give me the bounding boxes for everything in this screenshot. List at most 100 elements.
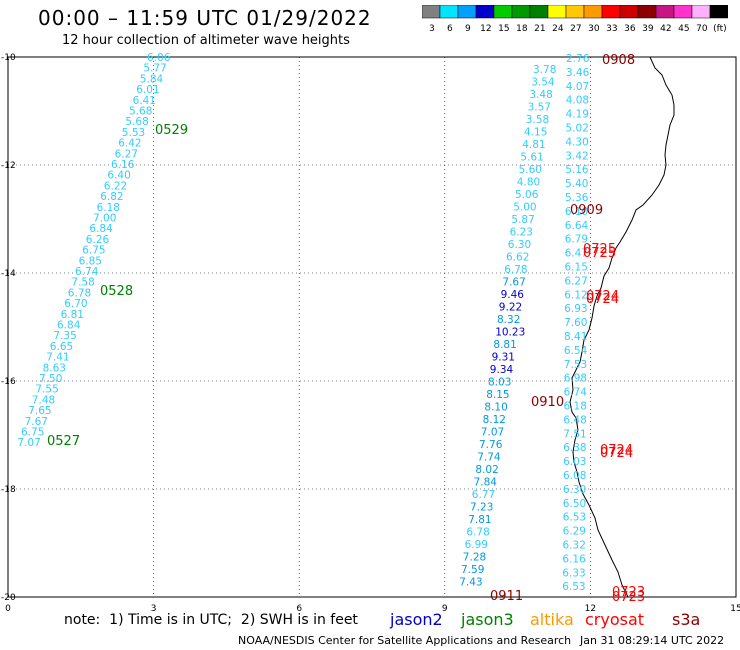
wave-height-value: 5.40 <box>565 178 588 190</box>
wave-height-value: 6.79 <box>565 234 588 246</box>
pass-time-label: 0723 <box>612 585 645 600</box>
pass-time-label: 0911 <box>490 589 523 604</box>
wave-height-value: 5.61 <box>520 152 543 164</box>
pass-time-label: 0723 <box>612 590 645 605</box>
colorbar-label: 6 <box>447 24 453 33</box>
wave-height-value: 3.58 <box>526 114 549 126</box>
wave-height-value: 5.60 <box>519 164 542 176</box>
wave-height-value: 7.67 <box>502 277 525 289</box>
wave-height-value: 8.10 <box>484 402 507 414</box>
wave-height-value: 6.75 <box>82 245 105 257</box>
colorbar-label: 9 <box>465 24 471 33</box>
pass-time-label: 0908 <box>602 53 635 68</box>
colorbar-label: 21 <box>534 24 545 33</box>
wave-height-value: 6.47 <box>565 248 588 260</box>
colorbar-label: 39 <box>642 24 654 33</box>
wave-height-value: 5.06 <box>515 189 539 201</box>
wave-height-value: 7.59 <box>461 564 484 576</box>
wave-height-value: 6.27 <box>115 148 138 160</box>
wave-height-value: 6.48 <box>563 414 586 426</box>
wave-height-value: 6.53 <box>562 581 585 593</box>
wave-height-value: 5.16 <box>565 164 589 176</box>
wave-height-value: 6.30 <box>563 484 586 496</box>
wave-height-value: 6.15 <box>565 262 588 274</box>
wave-height-value: 8.41 <box>564 331 587 343</box>
wave-height-value: 6.82 <box>100 191 123 203</box>
wave-height-value: 6.78 <box>466 527 489 539</box>
wave-height-value: 10.23 <box>495 327 525 339</box>
wave-height-value: 8.02 <box>475 464 498 476</box>
page-subtitle: 12 hour collection of altimeter wave hei… <box>62 33 350 48</box>
wave-height-value: 7.23 <box>470 502 493 514</box>
colorbar-label: 42 <box>660 24 671 33</box>
y-tick-label: -16 <box>1 377 16 387</box>
x-tick-label: 3 <box>151 604 157 614</box>
wave-height-value: 6.16 <box>562 553 586 565</box>
wave-height-value: 6.23 <box>510 227 533 239</box>
wave-height-value: 7.76 <box>479 439 503 451</box>
colorbar-label: 45 <box>678 24 689 33</box>
wave-height-value: 7.51 <box>563 428 586 440</box>
wave-height-value: 9.46 <box>501 289 525 301</box>
colorbar-label: 27 <box>570 24 581 33</box>
wave-height-value: 5.02 <box>566 123 589 135</box>
wave-height-value: 6.18 <box>97 202 120 214</box>
wave-height-value: 7.55 <box>35 384 58 396</box>
x-tick-label: 0 <box>5 604 11 614</box>
legend-cryosat: cryosat <box>585 610 645 629</box>
wave-height-value: 6.12 <box>564 289 587 301</box>
wave-height-value: 7.81 <box>468 514 491 526</box>
wave-height-value: 2.76 <box>566 53 590 65</box>
wave-height-value: 6.75 <box>21 427 44 439</box>
colorbar-label: 24 <box>552 24 564 33</box>
y-tick-label: -12 <box>1 161 16 171</box>
wave-height-value: 5.00 <box>513 202 536 214</box>
pass-time-label: 0527 <box>47 434 80 449</box>
wave-height-value: 5.68 <box>129 106 152 118</box>
x-tick-label: 15 <box>730 604 740 614</box>
wave-height-value: 6.32 <box>563 540 586 552</box>
colorbar-label: 3 <box>429 24 435 33</box>
wave-height-value: 6.06 <box>147 52 171 64</box>
wave-height-value: 7.41 <box>46 352 69 364</box>
wave-height-value: 3.57 <box>528 102 551 114</box>
wave-height-value: 6.16 <box>111 159 135 171</box>
wave-height-value: 6.70 <box>64 298 87 310</box>
wave-height-value: 6.78 <box>68 287 91 299</box>
colorbar-label: 18 <box>516 24 528 33</box>
wave-height-value: 7.43 <box>459 577 482 589</box>
wave-height-value: 5.68 <box>125 116 148 128</box>
wave-height-value: 7.60 <box>564 317 587 329</box>
wave-height-value: 9.22 <box>499 302 522 314</box>
wave-height-value: 8.03 <box>488 377 511 389</box>
wave-height-value: 6.77 <box>472 489 495 501</box>
wave-height-value: 7.74 <box>477 452 501 464</box>
wave-height-value: 6.64 <box>565 220 589 232</box>
pass-time-label: 0724 <box>586 289 619 304</box>
wave-height-value: 6.93 <box>564 303 587 315</box>
pass-time-label: 0910 <box>531 395 564 410</box>
legend-altika: altika <box>530 610 574 629</box>
wave-height-value: 4.07 <box>566 81 589 93</box>
wave-height-value: 6.54 <box>564 345 588 357</box>
wave-height-value: 6.03 <box>563 456 586 468</box>
y-tick-label: -10 <box>1 53 16 63</box>
wave-height-value: 3.78 <box>533 64 556 76</box>
wave-height-value: 6.62 <box>506 252 529 264</box>
colorbar-label: 30 <box>588 24 600 33</box>
wave-height-value: 6.98 <box>564 373 587 385</box>
wave-height-value: 4.19 <box>566 109 589 121</box>
wave-height-value: 8.12 <box>483 414 506 426</box>
wave-height-value: 7.65 <box>28 405 51 417</box>
wave-height-value: 5.87 <box>511 214 534 226</box>
wave-height-value: 6.30 <box>508 239 531 251</box>
pass-time-label: 0725 <box>583 242 616 257</box>
legend-jason2: jason2 <box>390 610 443 629</box>
wave-height-value: 7.58 <box>71 277 94 289</box>
wave-height-value: 6.81 <box>61 309 84 321</box>
legend-s3a: s3a <box>672 610 701 629</box>
wave-height-value: 4.80 <box>517 177 540 189</box>
wave-height-value: 6.26 <box>86 234 110 246</box>
wave-height-value: 7.67 <box>25 416 48 428</box>
